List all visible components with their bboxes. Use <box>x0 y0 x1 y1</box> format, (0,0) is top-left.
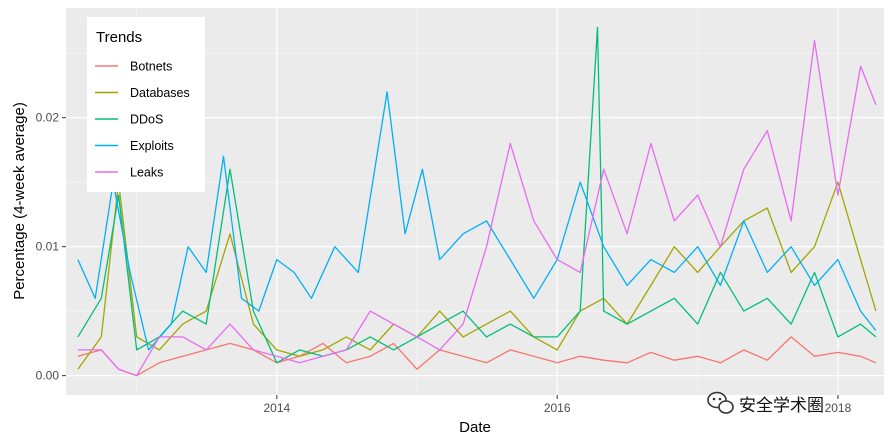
legend: Trends Botnets Databases DDoS Exploits Leaks <box>87 17 205 192</box>
legend-label: DDoS <box>130 113 163 127</box>
x-tick-label: 2014 <box>263 401 290 415</box>
x-axis-title: Date <box>459 419 491 436</box>
wechat-icon <box>707 391 734 414</box>
y-tick-label: 0.00 <box>36 369 60 383</box>
y-axis: 0.00 0.01 0.02 <box>36 111 66 383</box>
series-line-exploits <box>77 91 877 351</box>
watermark-text: 安全学术圈 <box>739 396 824 416</box>
x-axis: 2014 2016 2018 <box>263 395 852 415</box>
series-line-leaks <box>77 39 877 377</box>
series-line-databases <box>77 181 877 370</box>
y-tick-label: 0.01 <box>36 240 60 254</box>
y-tick-label: 0.02 <box>36 111 60 125</box>
legend-label: Leaks <box>130 166 163 180</box>
legend-label: Databases <box>130 86 190 100</box>
series-line-botnets <box>77 336 877 377</box>
legend-label: Botnets <box>130 60 172 74</box>
series-lines <box>77 26 877 377</box>
watermark: 安全学术圈 <box>707 391 824 416</box>
legend-label: Exploits <box>130 139 174 153</box>
x-tick-label: 2018 <box>825 401 852 415</box>
legend-title: Trends <box>96 29 142 46</box>
y-axis-title: Percentage (4-week average) <box>11 102 28 300</box>
x-tick-label: 2016 <box>544 401 571 415</box>
series-line-ddos <box>77 26 877 364</box>
